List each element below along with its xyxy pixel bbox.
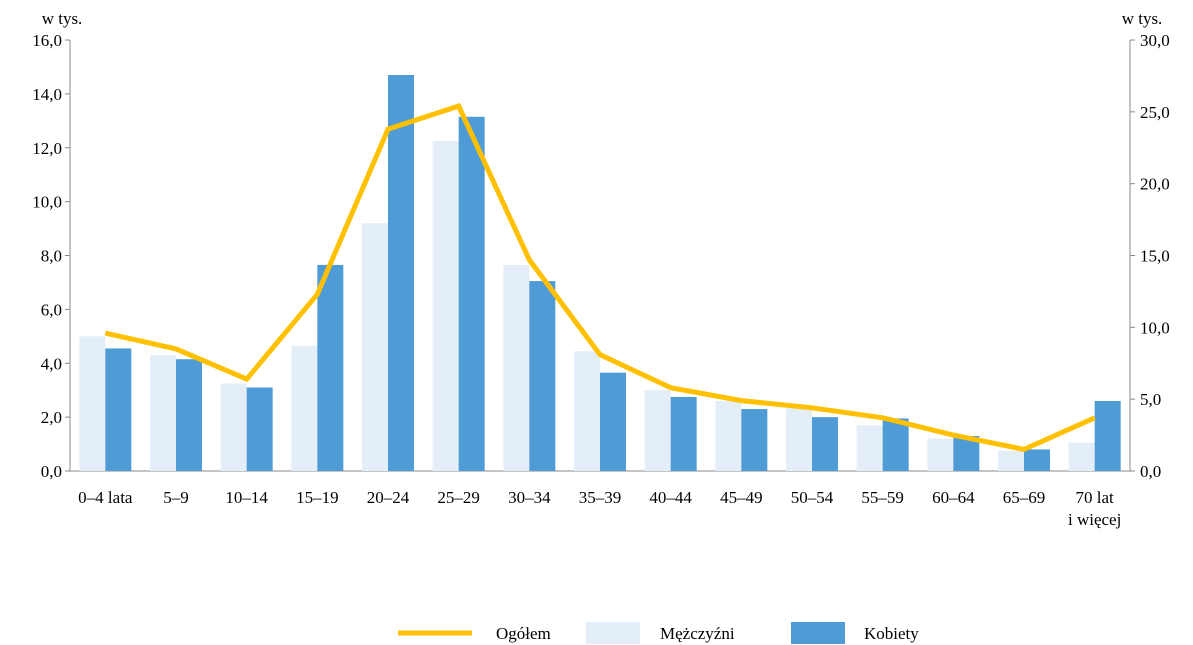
x-tick-label: 10–14: [225, 488, 268, 507]
bar-mezczyzni: [715, 400, 742, 471]
left-tick-label: 0,0: [41, 462, 62, 481]
bar-kobiety: [317, 264, 344, 471]
x-tick-label: 15–19: [296, 488, 339, 507]
bar-kobiety: [458, 116, 485, 471]
bar-kobiety: [670, 396, 697, 471]
x-tick-label: 30–34: [508, 488, 551, 507]
legend: Ogółem Mężczyźni Kobiety: [398, 622, 919, 644]
x-tick-label: 0–4 lata: [78, 488, 133, 507]
bars: [79, 75, 1121, 472]
bar-mezczyzni: [574, 351, 600, 471]
bar-mezczyzni: [998, 450, 1024, 471]
x-tick-label: 65–69: [1003, 488, 1046, 507]
bar-mezczyzni: [927, 438, 954, 471]
series-line-ogolem: [104, 103, 1096, 453]
tick-labels: 0,0 2,0 4,0 6,0 8,0 10,0 12,0 14,0 16,0 0,0 5,0 10,…: [32, 31, 1170, 529]
legend-label-ogolem: Ogółem: [496, 624, 551, 643]
bar-kobiety: [388, 75, 414, 472]
bar-kobiety: [882, 418, 909, 471]
left-tick-label: 14,0: [32, 85, 62, 104]
left-tick-label: 10,0: [32, 193, 62, 212]
x-tick-label: 50–54: [791, 488, 834, 507]
bar-kobiety: [741, 409, 768, 471]
x-tick-label: 25–29: [437, 488, 480, 507]
bar-kobiety: [529, 281, 556, 471]
right-tick-label: 25,0: [1140, 103, 1170, 122]
x-tick-label: 45–49: [720, 488, 763, 507]
legend-label-kobiety: Kobiety: [864, 624, 919, 643]
left-tick-label: 6,0: [41, 300, 62, 319]
x-tick-label: 40–44: [649, 488, 692, 507]
bar-mezczyzni: [644, 390, 671, 471]
bar-mezczyzni: [220, 383, 247, 471]
left-tick-label: 2,0: [41, 408, 62, 427]
bar-kobiety: [600, 372, 626, 471]
x-tick-label: 35–39: [579, 488, 622, 507]
legend-swatch-kobiety: [791, 622, 845, 644]
bar-mezczyzni: [503, 264, 530, 471]
right-tick-label: 10,0: [1140, 318, 1170, 337]
bar-mezczyzni: [786, 406, 812, 471]
bar-mezczyzni: [291, 345, 318, 471]
legend-label-mezczyzni: Mężczyźni: [660, 624, 735, 643]
left-tick-label: 8,0: [41, 247, 62, 266]
bar-mezczyzni: [362, 223, 388, 471]
x-tick-label: i więcej: [1068, 510, 1121, 529]
total-line-layer: [104, 103, 1096, 453]
bar-kobiety: [176, 359, 202, 471]
right-tick-label: 30,0: [1140, 31, 1170, 50]
left-tick-label: 12,0: [32, 139, 62, 158]
right-tick-label: 20,0: [1140, 175, 1170, 194]
bar-kobiety: [1024, 449, 1050, 471]
right-tick-label: 15,0: [1140, 247, 1170, 266]
legend-swatch-mezczyzni: [586, 622, 640, 644]
x-tick-label: 5–9: [163, 488, 189, 507]
bar-mezczyzni: [432, 141, 459, 471]
bar-mezczyzni: [1068, 442, 1095, 471]
right-tick-label: 5,0: [1140, 390, 1161, 409]
x-tick-label: 70 lat: [1076, 488, 1115, 507]
x-tick-label: 60–64: [932, 488, 975, 507]
x-tick-label: 55–59: [861, 488, 904, 507]
right-axis-unit: w tys.: [1122, 9, 1163, 28]
bar-kobiety: [1094, 400, 1121, 471]
bar-kobiety: [105, 348, 132, 471]
bar-mezczyzni: [150, 355, 176, 471]
left-axis-unit: w tys.: [42, 9, 83, 28]
left-tick-label: 16,0: [32, 31, 62, 50]
bar-kobiety: [246, 387, 273, 471]
left-tick-label: 4,0: [41, 354, 62, 373]
bar-kobiety: [812, 417, 838, 471]
bar-mezczyzni: [79, 336, 106, 471]
bar-mezczyzni: [856, 425, 883, 471]
x-tick-label: 20–24: [367, 488, 410, 507]
right-tick-label: 0,0: [1140, 462, 1161, 481]
